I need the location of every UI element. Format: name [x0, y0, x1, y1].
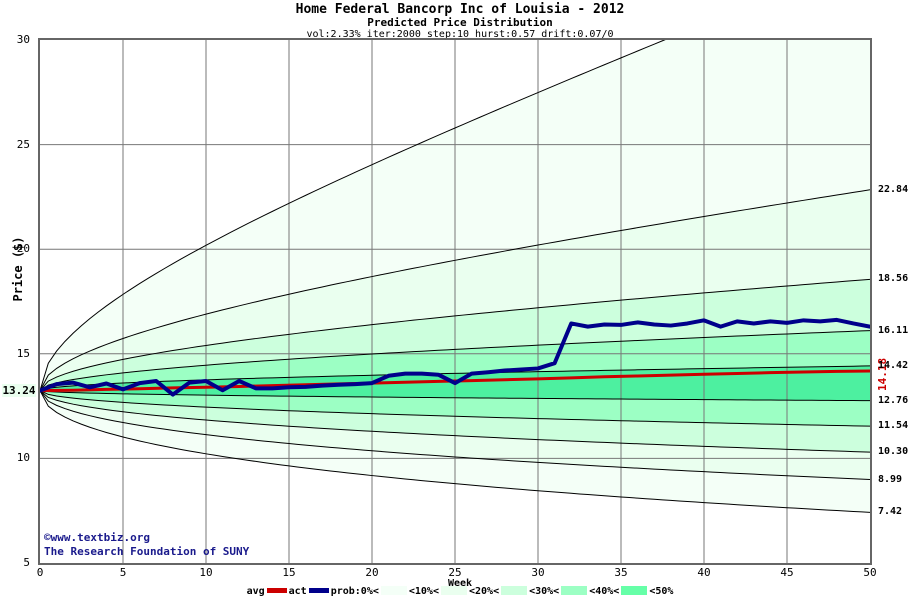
y-axis-tick: 30 — [16, 33, 30, 46]
x-axis-tick: 0 — [36, 566, 44, 579]
legend-label-50: <50% — [649, 586, 674, 597]
right-axis-value-label: 11.54 — [878, 420, 909, 432]
legend-swatch-p40 — [621, 586, 648, 595]
chart-subtitle: Predicted Price Distribution — [367, 16, 553, 29]
legend-swatch-p30 — [561, 586, 588, 595]
x-axis-tick: 25 — [448, 566, 462, 579]
right-axis-value-label: 12.76 — [878, 394, 909, 406]
x-axis-tick: 10 — [199, 566, 213, 579]
y-axis-title: Price ($) — [11, 236, 25, 302]
x-axis-tick: 35 — [614, 566, 628, 579]
watermark: ©www.textbiz.org The Research Foundation… — [44, 531, 249, 559]
legend-label-10: <10%< — [408, 586, 439, 597]
y-axis-tick: 20 — [16, 242, 30, 256]
watermark-line-1: ©www.textbiz.org — [44, 531, 150, 544]
x-axis-tick: 45 — [780, 566, 794, 579]
y-axis-tick: 5 — [23, 556, 30, 569]
x-axis-tick: 20 — [365, 566, 379, 579]
x-axis-tick: 15 — [282, 566, 296, 579]
legend-prob-label: prob:0%< — [330, 586, 379, 597]
legend-swatch-p20 — [501, 586, 528, 595]
x-axis-title: Week — [447, 578, 473, 589]
chart-parameters: vol:2.33% iter:2000 step:10 hurst:0.57 d… — [306, 29, 614, 40]
x-axis-tick: 30 — [531, 566, 545, 579]
legend-swatch-p10 — [440, 586, 467, 595]
legend-label-20: <20%< — [468, 586, 500, 597]
y-axis-tick: 25 — [16, 137, 30, 151]
right-axis-value-label: 7.42 — [878, 506, 903, 518]
x-axis-tick: 40 — [697, 566, 711, 579]
right-axis-value-label: 10.30 — [878, 446, 909, 458]
x-axis-tick: 5 — [119, 566, 127, 579]
legend-avg-label: avg — [246, 586, 265, 597]
legend-label-30: <30%< — [529, 586, 560, 597]
x-axis-tick: 50 — [863, 566, 877, 579]
legend-swatch-p0 — [380, 586, 407, 595]
chart-canvas — [40, 40, 870, 563]
plot-area — [38, 38, 872, 565]
legend-act-swatch — [308, 588, 329, 593]
y-axis-tick: 10 — [16, 451, 30, 465]
right-axis-value-label: 14.42 — [878, 359, 909, 371]
right-axis-value-label: 18.56 — [878, 273, 909, 285]
start-price-label: 13.24 — [2, 383, 36, 397]
chart-legend: avg act prob:0%< <10%< <20%< <30%< <40%< <50% — [0, 586, 920, 597]
legend-avg-swatch — [266, 588, 287, 593]
chart-title: Home Federal Bancorp Inc of Louisia - 20… — [295, 2, 625, 17]
right-axis-value-label: 22.84 — [878, 183, 909, 195]
legend-label-40: <40%< — [589, 586, 620, 597]
legend-act-label: act — [288, 586, 307, 597]
right-axis-value-label: 16.11 — [878, 324, 909, 336]
watermark-line-2: The Research Foundation of SUNY — [44, 545, 250, 558]
y-axis-tick: 15 — [16, 346, 30, 360]
right-axis-value-label: 8.99 — [878, 473, 903, 485]
